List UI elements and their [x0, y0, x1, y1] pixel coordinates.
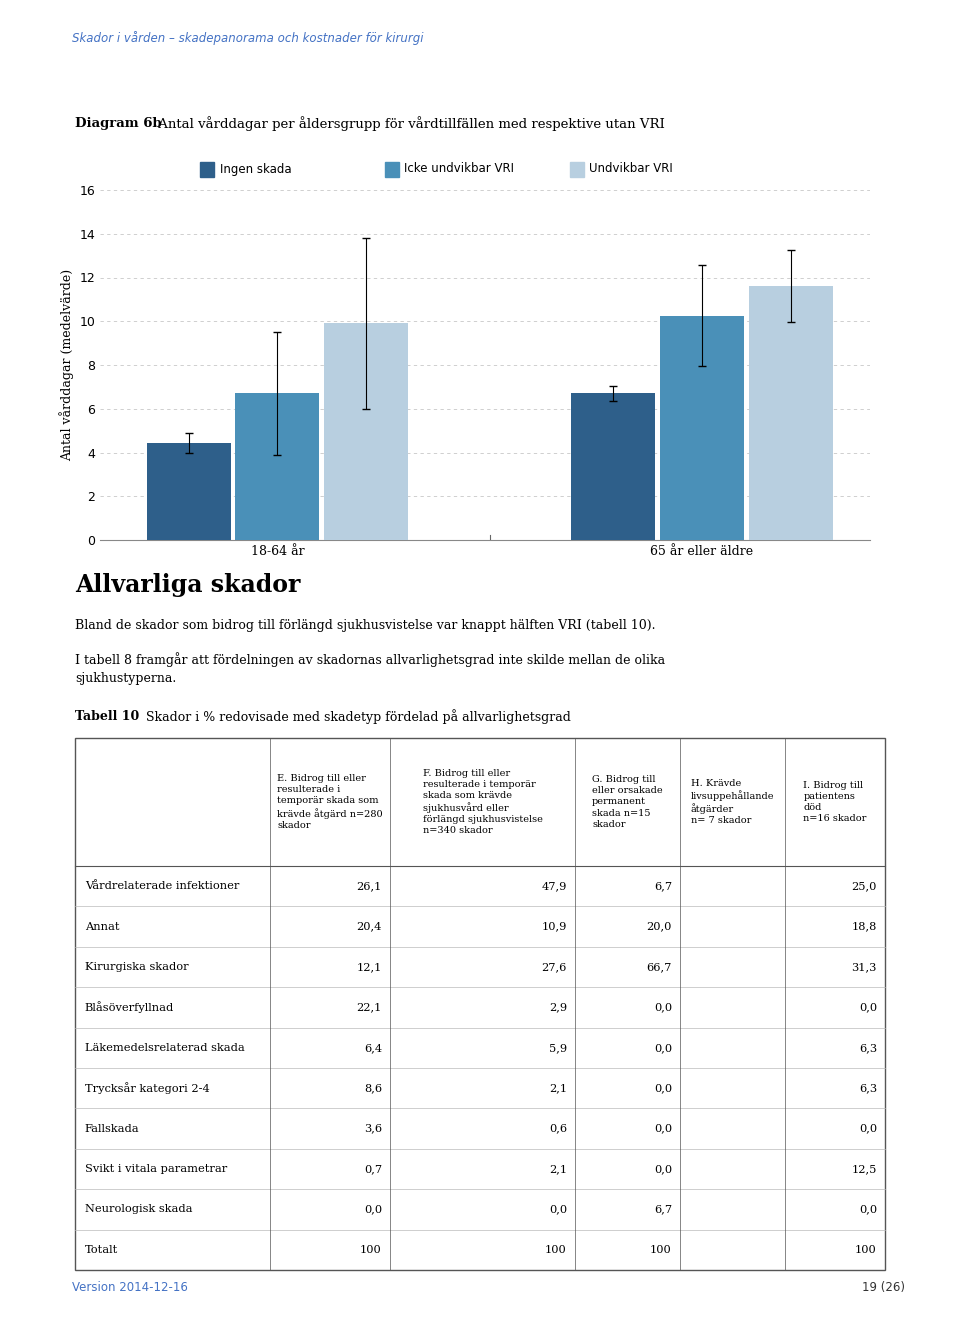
Text: H. Krävde
livsuppehållande
åtgärder
n= 7 skador: H. Krävde livsuppehållande åtgärder n= 7… — [691, 778, 775, 826]
Text: Diagram 6b: Diagram 6b — [75, 118, 161, 130]
Text: 0,0: 0,0 — [654, 1002, 672, 1012]
Text: 18,8: 18,8 — [852, 922, 876, 932]
Text: 0,0: 0,0 — [859, 1002, 876, 1012]
Bar — [660, 316, 744, 540]
Text: 10,9: 10,9 — [541, 922, 567, 932]
Text: 31,3: 31,3 — [852, 961, 876, 972]
Y-axis label: Antal vårddagar (medelvärde): Antal vårddagar (medelvärde) — [59, 269, 74, 461]
Text: 26,1: 26,1 — [356, 882, 382, 891]
Text: 0,0: 0,0 — [549, 1204, 567, 1215]
Text: Ingen skada: Ingen skada — [220, 163, 291, 175]
Text: 27,6: 27,6 — [541, 961, 567, 972]
Text: Antal vårddagar per åldersgrupp för vårdtillfällen med respektive utan VRI: Antal vårddagar per åldersgrupp för vård… — [154, 117, 665, 131]
Text: 100: 100 — [545, 1245, 567, 1254]
Text: Bland de skador som bidrog till förlängd sjukhusvistelse var knappt hälften VRI : Bland de skador som bidrog till förlängd… — [75, 619, 656, 633]
Text: 8,6: 8,6 — [364, 1083, 382, 1093]
Text: 12,5: 12,5 — [852, 1164, 876, 1174]
Text: Blåsöverfyllnad: Blåsöverfyllnad — [84, 1001, 174, 1013]
Text: Fallskada: Fallskada — [84, 1123, 139, 1134]
Text: I. Bidrog till
patientens
död
n=16 skador: I. Bidrog till patientens död n=16 skado… — [804, 781, 867, 823]
Text: 100: 100 — [650, 1245, 672, 1254]
Bar — [324, 324, 408, 540]
Text: 0,6: 0,6 — [549, 1123, 567, 1134]
Text: 0,0: 0,0 — [364, 1204, 382, 1215]
Text: Allvarliga skador: Allvarliga skador — [75, 573, 300, 597]
Text: Undvikbar VRI: Undvikbar VRI — [589, 163, 673, 175]
Text: 6,7: 6,7 — [654, 1204, 672, 1215]
Text: Annat: Annat — [84, 922, 119, 932]
Bar — [569, 162, 584, 178]
Text: Version 2014-12-16: Version 2014-12-16 — [72, 1281, 188, 1294]
Text: 47,9: 47,9 — [541, 882, 567, 891]
Text: Neurologisk skada: Neurologisk skada — [84, 1204, 192, 1215]
Text: 0,7: 0,7 — [364, 1164, 382, 1174]
Text: 2,9: 2,9 — [549, 1002, 567, 1012]
Text: 6,7: 6,7 — [654, 882, 672, 891]
Text: 6,3: 6,3 — [859, 1083, 876, 1093]
Text: 3,6: 3,6 — [364, 1123, 382, 1134]
Text: Skador i % redovisade med skadetyp fördelad på allvarlighetsgrad: Skador i % redovisade med skadetyp förde… — [142, 709, 571, 724]
Bar — [749, 286, 832, 540]
Text: F. Bidrog till eller
resulterade i temporär
skada som krävde
sjukhusvård eller
f: F. Bidrog till eller resulterade i tempo… — [422, 769, 542, 835]
Text: 20,4: 20,4 — [356, 922, 382, 932]
Text: 0,0: 0,0 — [654, 1123, 672, 1134]
Text: 2,1: 2,1 — [549, 1164, 567, 1174]
Text: 12,1: 12,1 — [356, 961, 382, 972]
Text: 0,0: 0,0 — [859, 1123, 876, 1134]
Bar — [235, 394, 320, 540]
Text: Icke undvikbar VRI: Icke undvikbar VRI — [404, 163, 515, 175]
Text: G. Bidrog till
eller orsakade
permanent
skada n=15
skador: G. Bidrog till eller orsakade permanent … — [592, 776, 662, 829]
Text: Läkemedelsrelaterad skada: Läkemedelsrelaterad skada — [84, 1042, 245, 1053]
Text: Trycksår kategori 2-4: Trycksår kategori 2-4 — [84, 1082, 209, 1094]
Text: Tabell 10: Tabell 10 — [75, 711, 139, 724]
Text: Vårdrelaterade infektioner: Vårdrelaterade infektioner — [84, 882, 239, 891]
Text: Kirurgiska skador: Kirurgiska skador — [84, 961, 188, 972]
Text: 25,0: 25,0 — [852, 882, 876, 891]
Bar — [385, 162, 398, 178]
Text: Totalt: Totalt — [84, 1245, 118, 1254]
Text: 22,1: 22,1 — [356, 1002, 382, 1012]
Bar — [200, 162, 214, 178]
Bar — [147, 443, 230, 540]
Text: 0,0: 0,0 — [654, 1042, 672, 1053]
Text: 100: 100 — [855, 1245, 876, 1254]
Bar — [571, 394, 656, 540]
Text: 100: 100 — [360, 1245, 382, 1254]
Text: 6,4: 6,4 — [364, 1042, 382, 1053]
Text: 0,0: 0,0 — [654, 1164, 672, 1174]
Text: 5,9: 5,9 — [549, 1042, 567, 1053]
Text: 66,7: 66,7 — [646, 961, 672, 972]
Text: E. Bidrog till eller
resulterade i
temporär skada som
krävde åtgärd n=280
skador: E. Bidrog till eller resulterade i tempo… — [277, 774, 383, 830]
Text: 6,3: 6,3 — [859, 1042, 876, 1053]
Text: 2,1: 2,1 — [549, 1083, 567, 1093]
Text: Skador i vården – skadepanorama och kostnader för kirurgi: Skador i vården – skadepanorama och kost… — [72, 32, 423, 45]
Text: 0,0: 0,0 — [654, 1083, 672, 1093]
Text: 20,0: 20,0 — [646, 922, 672, 932]
Text: I tabell 8 framgår att fördelningen av skadornas allvarlighetsgrad inte skilde m: I tabell 8 framgår att fördelningen av s… — [75, 652, 665, 684]
Text: Svikt i vitala parametrar: Svikt i vitala parametrar — [84, 1164, 227, 1174]
Text: 0,0: 0,0 — [859, 1204, 876, 1215]
Text: 19 (26): 19 (26) — [862, 1281, 904, 1294]
